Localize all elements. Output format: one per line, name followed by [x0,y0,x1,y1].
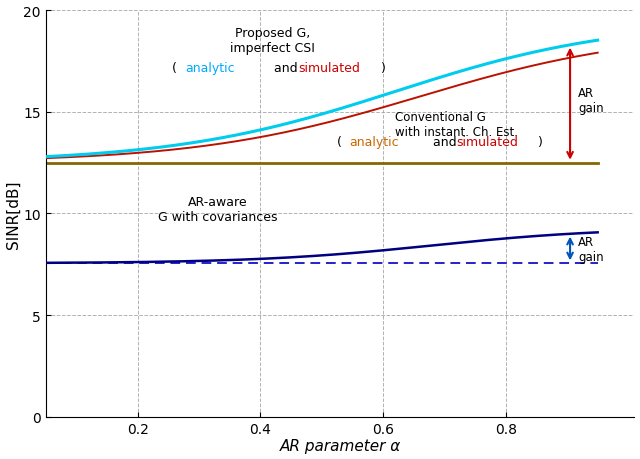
Text: simulated: simulated [456,135,518,148]
Text: (: ( [337,135,342,148]
Text: AR
gain: AR gain [578,86,604,114]
Text: analytic: analytic [349,135,399,148]
Text: Proposed G,
imperfect CSI: Proposed G, imperfect CSI [230,27,315,55]
Text: simulated: simulated [298,62,360,74]
Text: ): ) [381,62,385,74]
Text: ): ) [538,135,543,148]
Text: Conventional G
with instant. Ch. Est.: Conventional G with instant. Ch. Est. [396,111,518,139]
Text: and: and [429,135,461,148]
Text: analytic: analytic [186,62,236,74]
Text: AR-aware
G with covariances: AR-aware G with covariances [157,196,277,224]
Text: and: and [269,62,301,74]
Text: (: ( [172,62,177,74]
Y-axis label: SINR[dB]: SINR[dB] [6,180,20,248]
Text: AR
gain: AR gain [578,235,604,263]
X-axis label: AR parameter α: AR parameter α [280,438,401,453]
